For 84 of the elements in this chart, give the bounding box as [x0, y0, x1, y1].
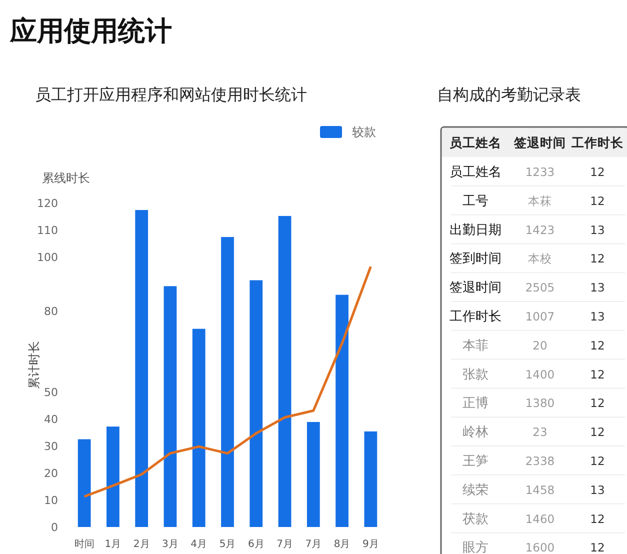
- x-tick-label: 8月: [334, 539, 350, 550]
- x-tick-label: 2月: [133, 539, 150, 550]
- legend-label: 较款: [352, 125, 376, 139]
- category-label: 签退时间: [513, 135, 566, 150]
- bar: [364, 431, 378, 527]
- text: 1460: [525, 512, 555, 526]
- y-tick-label: 30: [44, 440, 58, 453]
- legend: 较款: [320, 125, 376, 139]
- text: 出勤日期: [450, 222, 502, 238]
- bar: [250, 280, 263, 527]
- x-tick-label: 4月: [190, 539, 208, 550]
- y-tick-label: 120: [37, 197, 58, 210]
- text: 13: [590, 482, 605, 497]
- x-tick-label: 1月: [104, 539, 122, 550]
- text: 12: [590, 396, 605, 410]
- bar: [164, 286, 177, 527]
- bar: [336, 294, 348, 527]
- x-tick-label: 7月: [305, 539, 322, 550]
- text: 正博: [462, 396, 488, 412]
- text: 张款: [462, 367, 488, 382]
- text: 本菲: [462, 338, 488, 354]
- text: 1233: [525, 165, 555, 179]
- text: 累线时长: [42, 171, 90, 185]
- x-tick-label: 时间: [74, 538, 94, 550]
- text: 12: [590, 367, 605, 382]
- text: 2505: [525, 280, 555, 295]
- text: 本菻: [528, 194, 552, 208]
- text: 自构成的考勤记录表: [437, 85, 581, 104]
- x-tick-label: 6月: [248, 539, 264, 550]
- text: 13: [590, 222, 605, 237]
- text: 员工姓名: [450, 165, 502, 180]
- text: 12: [590, 454, 605, 468]
- text: 2338: [525, 454, 555, 468]
- text: 应用使用统计: [9, 16, 172, 47]
- bar: [78, 439, 91, 527]
- text: 签到时间: [450, 252, 502, 267]
- y-tick-label: 110: [37, 224, 58, 237]
- bar: [221, 237, 234, 527]
- y-tick-label: 10: [44, 494, 58, 507]
- y-tick-label: 40: [44, 413, 58, 426]
- text: 1380: [525, 396, 555, 410]
- bar: [135, 210, 148, 527]
- text: 12: [590, 165, 605, 179]
- text: 13: [590, 310, 605, 324]
- chart-title: 员工打开应用程序和网站使用时长统计: [35, 85, 307, 104]
- text: 王笋: [462, 454, 488, 469]
- text: 1007: [525, 310, 555, 324]
- text: 1400: [525, 367, 555, 382]
- text: 12: [590, 512, 605, 526]
- text: 工号: [462, 194, 488, 209]
- y-tick-label: 0: [51, 521, 58, 534]
- text: 12: [590, 425, 605, 440]
- text: 13: [590, 280, 605, 295]
- text: 20: [532, 338, 548, 352]
- text: 眼方: [462, 540, 488, 554]
- x-tick-label: 5月: [219, 539, 236, 550]
- bar: [106, 426, 120, 527]
- bar: [306, 422, 320, 527]
- category-label: 员工姓名: [450, 135, 502, 150]
- y-tick-label: 50: [44, 386, 58, 399]
- x-tick-label: 3月: [162, 539, 178, 550]
- y-tick-label: 20: [44, 467, 58, 480]
- text: 12: [590, 252, 605, 266]
- text: 签退时间: [450, 280, 502, 296]
- y-tick-label: 100: [37, 251, 58, 264]
- text: 23: [532, 425, 548, 440]
- text: 1600: [525, 540, 555, 554]
- category-label: 工作时长: [570, 135, 624, 150]
- text: 12: [590, 338, 605, 352]
- x-tick-label: 9月: [362, 539, 379, 550]
- y-tick-label: 80: [44, 305, 58, 318]
- text: 1458: [525, 482, 555, 497]
- text: 工作时长: [450, 310, 502, 324]
- text: 本校: [528, 252, 552, 266]
- x-tick-label: 7月: [276, 539, 293, 550]
- text: 1423: [525, 222, 555, 237]
- text: 12: [590, 194, 605, 208]
- text: 12: [590, 540, 605, 554]
- bar: [192, 328, 206, 527]
- y-axis-title: 累计时长: [27, 341, 41, 389]
- bar: [278, 216, 292, 527]
- text: 岭林: [462, 425, 488, 440]
- text: 茯款: [462, 512, 488, 527]
- text: 续荣: [462, 482, 488, 498]
